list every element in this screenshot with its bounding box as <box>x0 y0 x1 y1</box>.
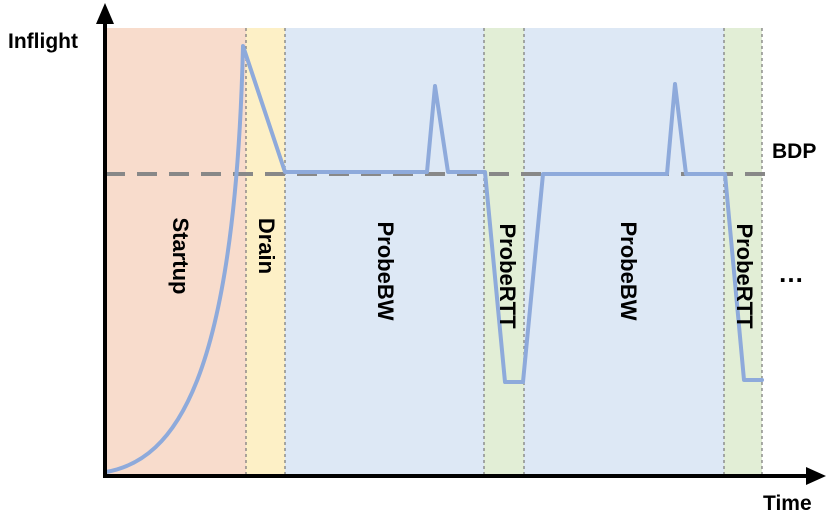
phase-label-probebw: ProbeBW <box>373 221 398 321</box>
phase-dividers <box>245 28 763 476</box>
continuation-ellipsis: … <box>778 258 804 288</box>
axes <box>96 3 826 485</box>
bdp-label: BDP <box>772 140 817 163</box>
phase-band-startup <box>105 28 246 476</box>
phase-band-probebw <box>524 28 724 476</box>
y-axis-arrowhead <box>96 3 114 24</box>
y-axis-label: Inflight <box>8 30 78 53</box>
phase-band-drain <box>246 28 285 476</box>
x-axis-label: Time <box>763 492 812 515</box>
phase-band-probebw <box>285 28 484 476</box>
phase-label-startup: Startup <box>168 217 193 295</box>
phase-label-probertt: ProbeRTT <box>732 223 757 329</box>
phase-label-drain: Drain <box>254 217 279 275</box>
phase-label-probertt: ProbeRTT <box>495 223 520 329</box>
inflight-curve <box>104 44 764 474</box>
phase-label-probebw: ProbeBW <box>616 221 641 321</box>
x-axis-arrowhead <box>806 467 826 485</box>
